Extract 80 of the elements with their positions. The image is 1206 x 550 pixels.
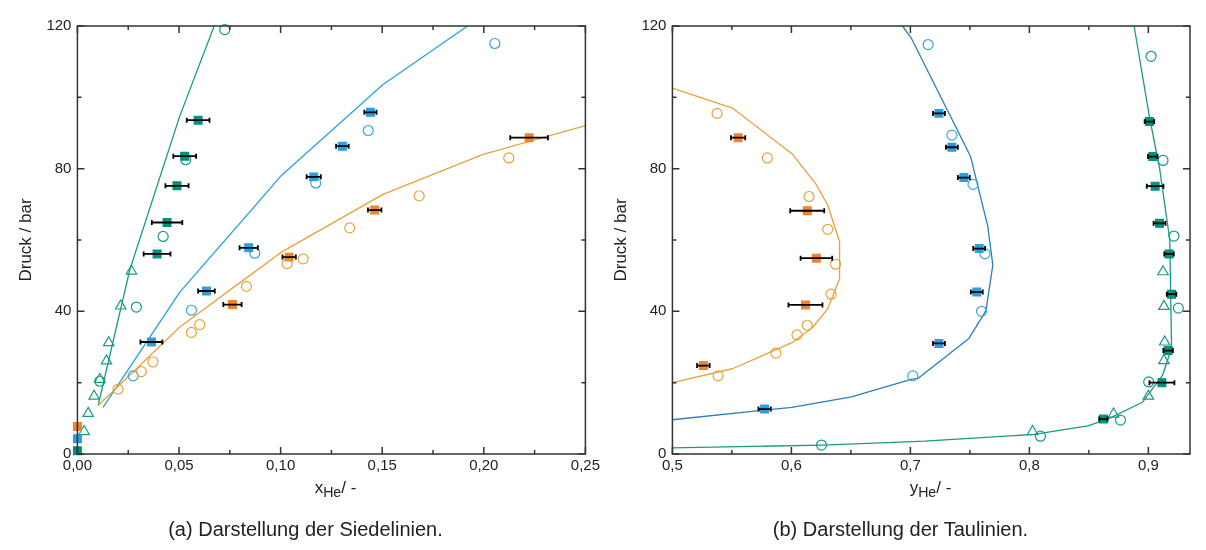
x-tick-label: 0,10 bbox=[266, 456, 296, 474]
point bbox=[130, 301, 142, 313]
text: (a) Darstellung der Siedelinien. bbox=[167, 518, 444, 541]
point bbox=[1157, 265, 1169, 276]
point bbox=[1158, 299, 1170, 310]
x-tick-label: 0,20 bbox=[469, 456, 499, 474]
point bbox=[1114, 414, 1127, 426]
y-tick-label: 40 bbox=[649, 301, 667, 319]
point bbox=[489, 37, 501, 50]
point bbox=[310, 177, 322, 189]
point bbox=[822, 223, 834, 235]
y-tick-label: 40 bbox=[54, 301, 72, 319]
x-tick-label: 0,05 bbox=[164, 456, 194, 474]
y-tick-label: 80 bbox=[54, 158, 72, 176]
point bbox=[88, 389, 100, 400]
point bbox=[801, 319, 813, 331]
point bbox=[791, 329, 803, 341]
point bbox=[194, 318, 206, 331]
point bbox=[829, 258, 842, 270]
point bbox=[979, 248, 991, 260]
point bbox=[770, 347, 782, 359]
x-axis-title: y$_{He}$/ - bbox=[908, 478, 953, 501]
point bbox=[1142, 389, 1155, 400]
x-tick-label: 0,7 bbox=[899, 456, 921, 474]
point bbox=[503, 152, 515, 164]
x-axis-title: x$_{He}$/ - bbox=[313, 478, 358, 501]
point bbox=[1158, 335, 1171, 346]
point bbox=[825, 288, 837, 300]
point bbox=[711, 107, 723, 119]
point bbox=[946, 129, 958, 141]
point bbox=[712, 370, 724, 382]
y-axis-title: Druck / bar bbox=[15, 198, 35, 282]
point bbox=[1168, 230, 1180, 242]
point bbox=[1145, 50, 1157, 62]
point bbox=[1157, 154, 1169, 167]
point bbox=[100, 354, 113, 365]
x-tick-label: 0,15 bbox=[367, 456, 397, 474]
point bbox=[112, 383, 124, 395]
point bbox=[907, 370, 919, 382]
point bbox=[72, 434, 82, 444]
point bbox=[1107, 407, 1120, 418]
point bbox=[1026, 424, 1039, 436]
point bbox=[1158, 353, 1170, 365]
point bbox=[815, 439, 828, 451]
point bbox=[72, 422, 82, 432]
point bbox=[185, 326, 198, 338]
text: (b) Darstellung der Taulinien. bbox=[771, 518, 1030, 541]
x-tick-label: 0,8 bbox=[1018, 456, 1040, 474]
point bbox=[82, 406, 94, 417]
x-tick-label: 0,6 bbox=[780, 456, 802, 474]
point bbox=[975, 305, 988, 317]
point bbox=[102, 336, 115, 347]
point bbox=[185, 304, 198, 316]
y-axis-title: Druck / bar bbox=[610, 198, 630, 282]
point bbox=[127, 370, 139, 382]
point bbox=[413, 190, 425, 202]
point bbox=[362, 124, 374, 137]
point bbox=[219, 23, 231, 36]
point bbox=[922, 38, 934, 51]
y-tick-label: 120 bbox=[641, 16, 667, 34]
point bbox=[344, 222, 356, 234]
point bbox=[114, 299, 127, 310]
point bbox=[1034, 430, 1047, 442]
point bbox=[761, 152, 773, 164]
point bbox=[297, 253, 309, 265]
y-tick-label: 120 bbox=[46, 16, 72, 34]
point bbox=[157, 230, 169, 243]
point bbox=[967, 178, 979, 190]
point bbox=[1143, 376, 1155, 388]
point bbox=[240, 280, 253, 292]
y-tick-label: 80 bbox=[649, 158, 667, 176]
point bbox=[1172, 302, 1184, 314]
point bbox=[281, 257, 293, 270]
point bbox=[135, 366, 148, 378]
point bbox=[125, 264, 138, 275]
point bbox=[78, 424, 90, 436]
point bbox=[147, 356, 159, 368]
x-tick-label: 0,25 bbox=[570, 456, 600, 474]
x-tick-label: 0,9 bbox=[1137, 456, 1159, 474]
point bbox=[803, 190, 815, 203]
